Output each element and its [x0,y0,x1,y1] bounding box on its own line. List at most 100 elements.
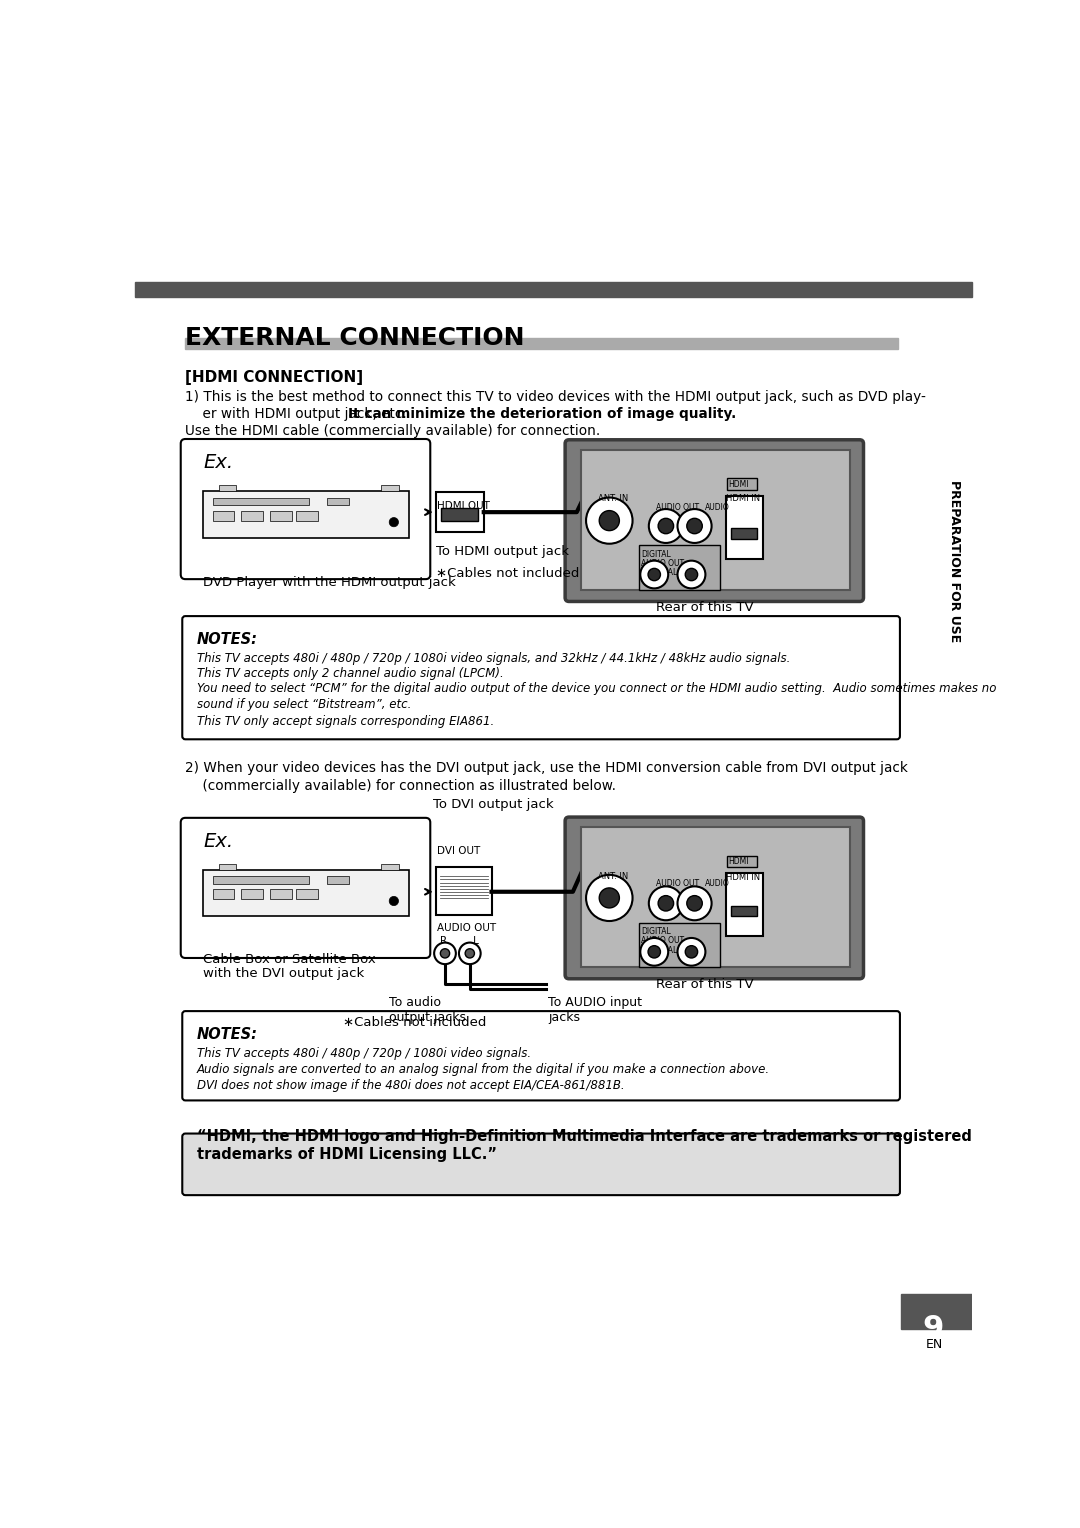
Bar [581,827,850,967]
Bar [381,863,399,871]
Text: NOTES:: NOTES: [197,631,258,646]
FancyBboxPatch shape [183,1012,900,1100]
Circle shape [658,895,674,911]
Bar [727,856,757,866]
Circle shape [586,498,633,544]
Text: DIGITAL: DIGITAL [642,550,671,559]
Circle shape [687,895,702,911]
Text: Ex.: Ex. [203,452,233,472]
Bar [901,1294,972,1329]
Circle shape [389,518,399,527]
Text: 1) This is the best method to connect this TV to video devices with the HDMI out: 1) This is the best method to connect th… [186,390,927,403]
Text: AUDIO OUT: AUDIO OUT [656,503,699,512]
Bar [203,871,408,917]
Circle shape [649,886,683,920]
Bar [441,509,478,521]
Text: NOTES:: NOTES: [197,1027,258,1042]
Text: AUDIO OUT: AUDIO OUT [642,559,685,568]
Circle shape [685,568,698,581]
Bar [327,877,349,885]
Bar [726,874,762,937]
Text: You need to select “PCM” for the digital audio output of the device you connect : You need to select “PCM” for the digital… [197,683,997,695]
FancyBboxPatch shape [183,1134,900,1195]
Text: PREPARATION FOR USE: PREPARATION FOR USE [948,480,961,642]
Circle shape [389,897,399,906]
Bar [435,492,484,532]
Text: EN: EN [926,1339,943,1351]
Text: HDMI OUT: HDMI OUT [437,501,490,510]
Bar [638,923,720,967]
Text: This TV only accept signals corresponding EIA861.: This TV only accept signals correspondin… [197,715,495,727]
Text: Rear of this TV: Rear of this TV [656,601,754,614]
Circle shape [658,518,674,533]
Bar [638,545,720,590]
Bar [135,283,972,298]
Text: er with HDMI output jack, etc.: er with HDMI output jack, etc. [186,406,411,420]
Circle shape [685,946,698,958]
Text: DIGITAL: DIGITAL [642,927,671,937]
Text: AUDIO OUT: AUDIO OUT [437,923,497,932]
Bar [435,866,491,915]
Text: HDMI IN: HDMI IN [726,495,759,503]
Text: 2) When your video devices has the DVI output jack, use the HDMI conversion cabl: 2) When your video devices has the DVI o… [186,761,908,775]
Text: DVI does not show image if the 480i does not accept EIA/CEA-861/881B.: DVI does not show image if the 480i does… [197,1079,624,1093]
Bar [270,889,292,900]
Text: 9: 9 [922,1314,944,1343]
Circle shape [648,946,661,958]
Text: trademarks of HDMI Licensing LLC.”: trademarks of HDMI Licensing LLC.” [197,1148,497,1163]
Text: Ex.: Ex. [203,831,233,851]
Circle shape [648,568,661,581]
Bar [213,877,309,885]
Text: This TV accepts 480i / 480p / 720p / 1080i video signals.: This TV accepts 480i / 480p / 720p / 108… [197,1047,531,1060]
Circle shape [640,561,669,588]
Text: ∗Cables not included: ∗Cables not included [435,567,579,579]
Bar [581,449,850,590]
Bar [213,498,309,506]
Text: with the DVI output jack: with the DVI output jack [203,967,364,981]
FancyBboxPatch shape [180,439,430,579]
Bar [296,889,318,900]
Bar [241,510,262,521]
Text: HDMI: HDMI [729,857,750,866]
Text: Cable Box or Satellite Box: Cable Box or Satellite Box [203,953,376,966]
Circle shape [465,949,474,958]
Bar [296,510,318,521]
Bar [727,478,757,490]
FancyBboxPatch shape [180,817,430,958]
Bar [241,889,262,900]
Text: sound if you select “Bitstream”, etc.: sound if you select “Bitstream”, etc. [197,698,411,711]
Bar [726,497,762,559]
Text: [HDMI CONNECTION]: [HDMI CONNECTION] [186,370,364,385]
Bar [218,486,235,492]
Text: AUDIO OUT: AUDIO OUT [642,937,685,946]
Text: AUDIO: AUDIO [704,503,729,512]
Text: ANT. IN: ANT. IN [597,495,627,503]
Bar [381,486,399,492]
Bar [218,863,235,871]
Bar [203,492,408,538]
Circle shape [441,949,449,958]
Bar [270,510,292,521]
Circle shape [677,509,712,542]
Text: DVI OUT: DVI OUT [437,845,481,856]
Text: To HDMI IN jack: To HDMI IN jack [635,451,738,465]
Circle shape [599,888,619,908]
Circle shape [586,876,633,921]
Text: To AUDIO input
jacks: To AUDIO input jacks [548,996,643,1024]
Bar [731,906,757,917]
Bar [731,529,757,539]
Circle shape [677,886,712,920]
Text: Rear of this TV: Rear of this TV [656,978,754,992]
Text: Audio signals are converted to an analog signal from the digital if you make a c: Audio signals are converted to an analog… [197,1063,770,1076]
Text: “HDMI, the HDMI logo and High-Definition Multimedia Interface are trademarks or : “HDMI, the HDMI logo and High-Definition… [197,1129,972,1144]
Text: To DVI output jack: To DVI output jack [433,798,554,811]
Bar [186,338,899,348]
Text: ANT. IN: ANT. IN [597,872,627,880]
Circle shape [434,943,456,964]
Text: AUDIO OUT: AUDIO OUT [656,879,699,888]
Circle shape [649,509,683,542]
Text: R        L: R L [440,937,478,946]
FancyBboxPatch shape [565,817,864,979]
Text: DVD Player with the HDMI output jack: DVD Player with the HDMI output jack [203,576,456,590]
Circle shape [677,938,705,966]
